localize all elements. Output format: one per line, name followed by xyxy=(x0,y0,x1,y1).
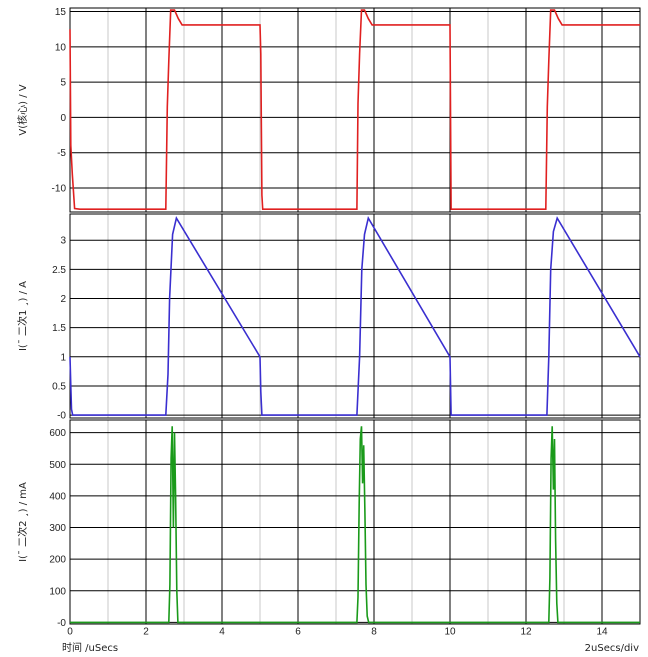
y-tick-label: 2 xyxy=(60,294,66,305)
y-tick-label: 3 xyxy=(60,236,66,247)
panel-1: -10 -5 0 5 10 15 V(核心) / V xyxy=(16,7,641,213)
y-tick-label: 1 xyxy=(60,352,66,363)
series-line xyxy=(70,426,640,624)
y-tick-label: -10 xyxy=(52,184,67,195)
series-line xyxy=(69,9,640,210)
y-tick-label: 5 xyxy=(60,78,66,89)
y-tick-label: 0 xyxy=(60,113,66,124)
y-tick-label: 0.5 xyxy=(52,381,66,392)
y-tick-label: 500 xyxy=(49,460,66,471)
y-tick-label: 1.5 xyxy=(52,323,66,334)
y-tick-label: 100 xyxy=(49,586,66,597)
x-tick-label: 4 xyxy=(219,626,225,637)
y-tick-label: -0 xyxy=(57,618,66,629)
y-tick-label: 15 xyxy=(55,7,67,18)
y-tick-label: 400 xyxy=(49,491,66,502)
x-tick-label: 12 xyxy=(520,626,532,637)
y-tick-label: 10 xyxy=(55,42,67,53)
y-tick-label: 600 xyxy=(49,428,66,439)
y-tick-label: 200 xyxy=(49,555,66,566)
y-tick-label: -5 xyxy=(57,148,66,159)
x-tick-label: 14 xyxy=(596,626,608,637)
plot-frame xyxy=(69,213,641,419)
y-tick-label: -0 xyxy=(57,411,66,422)
y-axis-label: V(核心) / V xyxy=(16,84,29,135)
panel-3: -0 100 200 300 400 500 600 I(¯ 二次2 ¸) / mA xyxy=(16,419,641,629)
y-axis-label: I(¯ 二次2 ¸) / mA xyxy=(16,482,29,562)
x-tick-label: 6 xyxy=(295,626,301,637)
series-line xyxy=(69,215,641,416)
x-tick-label: 2 xyxy=(143,626,149,637)
time-scale-label: 2uSecs/div xyxy=(585,643,639,654)
plot-frame xyxy=(69,419,641,625)
y-tick-label: 2.5 xyxy=(52,265,66,276)
x-tick-label: 0 xyxy=(67,626,73,637)
plot-frame xyxy=(69,7,641,213)
x-tick-label: 8 xyxy=(371,626,377,637)
panel-2: -0 0.5 1 1.5 2 2.5 3 I(¯ 二次1 ¸) / A xyxy=(16,213,641,422)
x-tick-label: 10 xyxy=(444,626,456,637)
x-axis-label: 时间 /uSecs xyxy=(62,641,118,654)
y-axis-label: I(¯ 二次1 ¸) / A xyxy=(16,281,29,351)
y-tick-label: 300 xyxy=(49,523,66,534)
